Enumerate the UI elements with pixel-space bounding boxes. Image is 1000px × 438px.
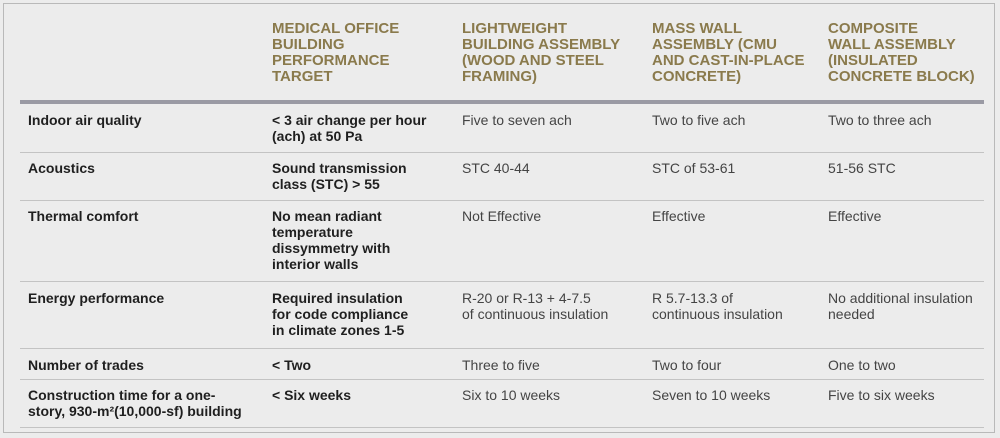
header-mass-wall: MASS WALL ASSEMBLY (CMU AND CAST-IN-PLAC… [652,20,805,85]
row-label: Thermal comfort [28,208,139,224]
target-cell: No mean radiant temperature dissymmetry … [272,208,391,272]
table-row-construction-time: Construction time for a one- story, 930-… [20,380,984,428]
table-row-indoor-air-quality: Indoor air quality < 3 air change per ho… [20,104,984,153]
header-target: MEDICAL OFFICE BUILDING PERFORMANCE TARG… [272,20,400,85]
lightweight-cell: Not Effective [462,208,542,224]
header-lightweight: LIGHTWEIGHT BUILDING ASSEMBLY (WOOD AND … [462,20,621,85]
row-label: Indoor air quality [28,112,142,128]
lightweight-cell: Five to seven ach [462,112,572,128]
row-label: Acoustics [28,160,95,176]
target-cell: Required insulation for code compliance … [272,290,409,338]
composite-cell: Five to six weeks [828,387,935,403]
comparison-table: MEDICAL OFFICE BUILDING PERFORMANCE TARG… [3,3,995,433]
mass-wall-cell: STC of 53-61 [652,160,736,176]
header-divider [20,100,984,104]
mass-wall-cell: Effective [652,208,706,224]
mass-wall-cell: Two to four [652,357,722,373]
row-label: Construction time for a one- story, 930-… [28,387,242,419]
mass-wall-cell: R 5.7-13.3 of continuous insulation [652,290,783,322]
composite-cell: 51-56 STC [828,160,896,176]
target-cell: < Two [272,357,312,373]
table-row-thermal-comfort: Thermal comfort No mean radiant temperat… [20,201,984,282]
target-cell: < 3 air change per hour (ach) at 50 Pa [272,112,427,144]
table-row-acoustics: Acoustics Sound transmission class (STC)… [20,153,984,201]
composite-cell: Effective [828,208,882,224]
row-label: Energy performance [28,290,165,306]
lightweight-cell: R-20 or R-13 + 4-7.5 of continuous insul… [462,290,609,322]
row-label: Number of trades [28,357,144,373]
mass-wall-cell: Seven to 10 weeks [652,387,771,403]
header-composite: COMPOSITE WALL ASSEMBLY (INSULATED CONCR… [828,20,975,85]
table-row-number-of-trades: Number of trades < Two Three to five Two… [20,349,984,380]
target-cell: < Six weeks [272,387,352,403]
mass-wall-cell: Two to five ach [652,112,746,128]
lightweight-cell: Three to five [462,357,540,373]
lightweight-cell: Six to 10 weeks [462,387,561,403]
lightweight-cell: STC 40-44 [462,160,530,176]
composite-cell: No additional insulation needed [828,290,973,322]
table-row-energy-performance: Energy performance Required insulation f… [20,282,984,349]
composite-cell: One to two [828,357,896,373]
target-cell: Sound transmission class (STC) > 55 [272,160,407,192]
composite-cell: Two to three ach [828,112,932,128]
